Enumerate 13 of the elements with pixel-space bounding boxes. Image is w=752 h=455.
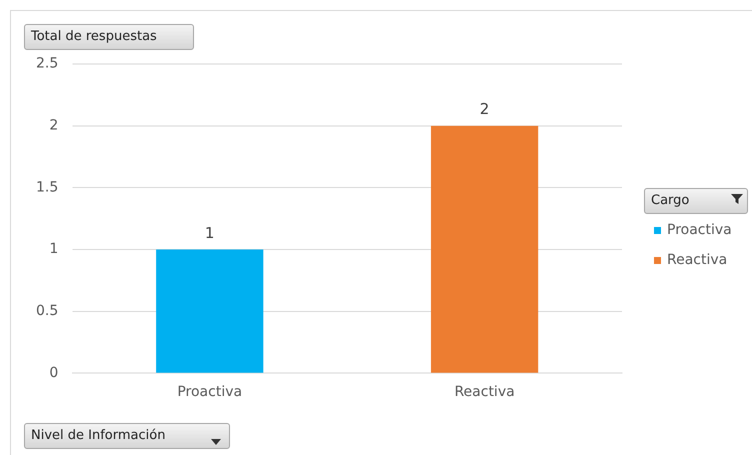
y-tick-label: 1.5 [36,179,58,196]
y-tick-label: 0.5 [36,303,58,319]
y-tick-label: 2.5 [36,56,58,72]
y-tick-label: 2 [49,117,58,134]
legend-label: Reactiva [667,252,728,268]
legend-title: Cargo [644,188,748,214]
data-label: 2 [480,100,490,118]
y-tick-label: 1 [49,241,58,258]
y-tick-label: 0 [49,364,58,381]
x-axis-title: Nivel de Información [24,423,230,449]
legend-label: Proactiva [667,222,732,238]
data-label: 1 [204,224,214,242]
y-axis-title: Total de respuestas [24,24,194,50]
